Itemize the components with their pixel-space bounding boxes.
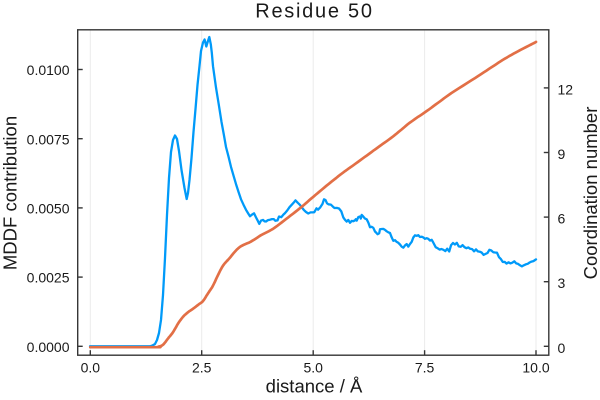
svg-text:6: 6: [558, 211, 566, 227]
svg-text:7.5: 7.5: [415, 360, 435, 376]
svg-text:distance / Å: distance / Å: [266, 376, 363, 397]
svg-text:0.0025: 0.0025: [27, 270, 70, 286]
svg-text:Residue 50: Residue 50: [255, 1, 373, 23]
svg-text:0.0100: 0.0100: [27, 62, 70, 78]
svg-text:Coordination number: Coordination number: [580, 107, 600, 280]
svg-text:9: 9: [558, 146, 566, 162]
svg-text:MDDF contribution: MDDF contribution: [0, 116, 21, 270]
svg-text:12: 12: [558, 81, 574, 97]
svg-text:0.0075: 0.0075: [27, 131, 70, 147]
svg-text:0: 0: [558, 340, 566, 356]
svg-text:3: 3: [558, 275, 566, 291]
svg-text:2.5: 2.5: [192, 360, 212, 376]
svg-text:5.0: 5.0: [303, 360, 323, 376]
svg-text:0.0050: 0.0050: [27, 201, 70, 217]
svg-text:10.0: 10.0: [522, 360, 549, 376]
svg-text:0.0: 0.0: [81, 360, 101, 376]
svg-text:0.0000: 0.0000: [27, 339, 70, 355]
